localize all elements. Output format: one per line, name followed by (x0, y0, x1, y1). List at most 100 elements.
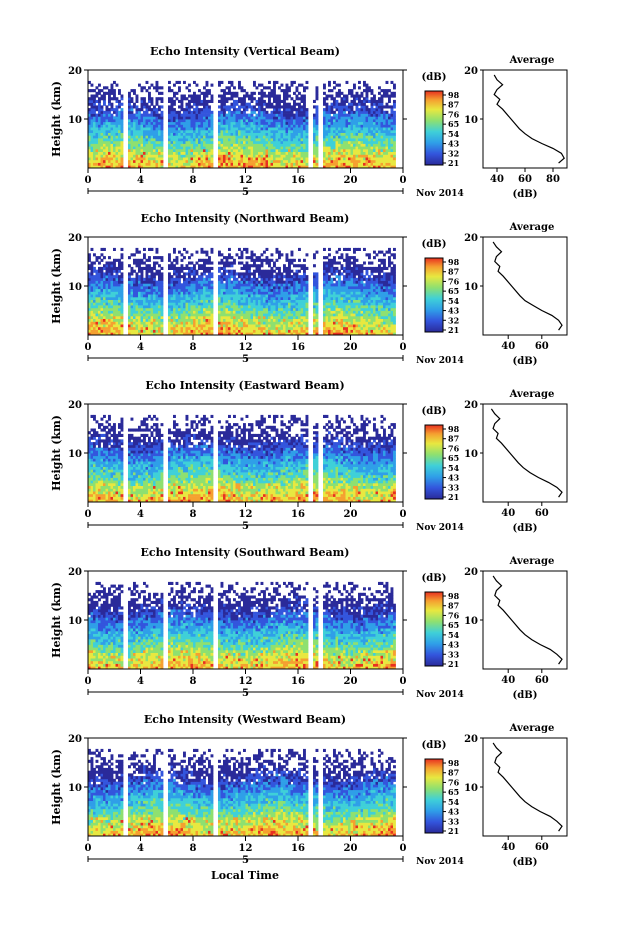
heatmap-cell (133, 124, 136, 128)
heatmap-cell (218, 80, 221, 84)
heatmap-cell (135, 108, 139, 112)
heatmap-cell (223, 321, 226, 325)
heatmap-cell (275, 135, 279, 139)
heatmap-cell (315, 119, 319, 123)
heatmap-cell (233, 162, 236, 166)
heatmap-cell (188, 162, 191, 166)
heatmap-cell (383, 127, 386, 131)
heatmap-cell (228, 305, 231, 309)
heatmap-cell (243, 165, 246, 169)
heatmap-cell (130, 321, 134, 325)
heatmap-cell (385, 89, 389, 93)
heatmap-cell (208, 315, 211, 319)
heatmap-cell (210, 110, 214, 114)
heatmap-cell (88, 332, 91, 336)
heatmap-cell (298, 97, 301, 101)
heatmap-cell (255, 299, 259, 303)
heatmap-cell (260, 121, 264, 125)
heatmap-cell (263, 305, 266, 309)
heatmap-cell (140, 165, 144, 169)
heatmap-cell (370, 121, 374, 125)
heatmap-cell (128, 302, 131, 306)
heatmap-cell (273, 310, 276, 314)
heatmap-cell (295, 89, 299, 93)
heatmap-cell (155, 99, 159, 103)
heatmap-cell (160, 296, 164, 300)
avg-x-tick-label: 60 (518, 174, 532, 185)
heatmap-cell (353, 97, 356, 101)
heatmap-cell (120, 247, 124, 251)
heatmap-cell (188, 110, 191, 114)
heatmap-cell (175, 291, 179, 295)
heatmap-cell (383, 116, 386, 120)
heatmap-cell (135, 258, 139, 262)
heatmap-cell (95, 146, 99, 150)
heatmap-cell (298, 138, 301, 142)
heatmap-cell (275, 99, 279, 103)
heatmap-cell (265, 307, 269, 311)
heatmap-cell (250, 258, 254, 262)
heatmap-cell (158, 113, 161, 117)
heatmap-cell (265, 291, 269, 295)
heatmap-cell (370, 146, 374, 150)
heatmap-cell (253, 154, 256, 158)
heatmap-cell (145, 146, 149, 150)
heatmap-cell (270, 127, 274, 131)
heatmap-cell (363, 119, 366, 123)
heatmap-cell (293, 159, 296, 163)
heatmap-cell (140, 119, 144, 123)
heatmap-cell (273, 80, 276, 84)
heatmap-cell (155, 86, 159, 90)
heatmap-cell (110, 329, 114, 333)
heatmap-cell (108, 110, 111, 114)
heatmap-cell (265, 286, 269, 290)
heatmap-cell (93, 124, 96, 128)
heatmap-cell (230, 302, 234, 306)
heatmap-cell (198, 324, 201, 328)
heatmap-cell (130, 99, 134, 103)
heatmap-cell (210, 332, 214, 336)
heatmap-cell (255, 157, 259, 161)
heatmap-cell (195, 296, 199, 300)
heatmap-cell (375, 151, 379, 155)
heatmap-cell (343, 102, 346, 106)
heatmap-cell (148, 146, 151, 150)
heatmap-cell (380, 94, 384, 98)
heatmap-cell (200, 275, 204, 279)
heatmap-cell (108, 315, 111, 319)
heatmap-cell (98, 99, 101, 103)
heatmap-cell (250, 97, 254, 101)
heatmap-cell (180, 318, 184, 322)
heatmap-cell (253, 127, 256, 131)
heatmap-cell (95, 121, 99, 125)
heatmap-cell (148, 264, 151, 268)
heatmap-cell (178, 313, 181, 317)
heatmap-cell (228, 313, 231, 317)
heatmap-cell (278, 148, 281, 152)
heatmap-cell (193, 165, 196, 169)
heatmap-cell (198, 302, 201, 306)
heatmap-cell (250, 305, 254, 309)
heatmap-cell (278, 127, 281, 131)
heatmap-cell (258, 283, 261, 287)
heatmap-cell (88, 102, 91, 106)
heatmap-cell (160, 91, 164, 95)
heatmap-cell (393, 91, 396, 95)
heatmap-cell (378, 121, 381, 125)
heatmap-cell (258, 143, 261, 147)
heatmap-cell (135, 305, 139, 309)
heatmap-cell (130, 121, 134, 125)
heatmap-cell (98, 113, 101, 117)
heatmap-cell (333, 165, 336, 169)
heatmap-cell (128, 108, 131, 112)
heatmap-cell (95, 275, 99, 279)
heatmap-cell (88, 97, 91, 101)
heatmap-cell (273, 307, 276, 311)
heatmap-cell (105, 124, 109, 128)
heatmap-cell (210, 326, 214, 330)
heatmap-cell (178, 113, 181, 117)
heatmap-cell (265, 119, 269, 123)
heatmap-cell (338, 129, 341, 133)
heatmap-cell (118, 280, 121, 284)
heatmap-cell (118, 165, 121, 169)
